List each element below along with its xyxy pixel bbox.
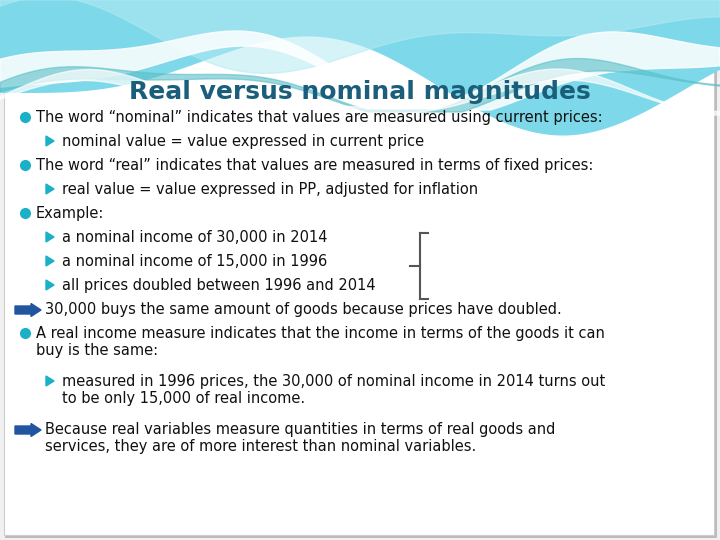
- Text: all prices doubled between 1996 and 2014: all prices doubled between 1996 and 2014: [62, 278, 376, 293]
- Text: The word “nominal” indicates that values are measured using current prices:: The word “nominal” indicates that values…: [36, 110, 603, 125]
- Polygon shape: [46, 232, 54, 242]
- FancyBboxPatch shape: [5, 6, 717, 538]
- Text: 30,000 buys the same amount of goods because prices have doubled.: 30,000 buys the same amount of goods bec…: [45, 302, 562, 317]
- Polygon shape: [46, 136, 54, 146]
- Text: The word “real” indicates that values are measured in terms of fixed prices:: The word “real” indicates that values ar…: [36, 158, 593, 173]
- Polygon shape: [46, 184, 54, 194]
- Text: a nominal income of 15,000 in 1996: a nominal income of 15,000 in 1996: [62, 254, 328, 269]
- Polygon shape: [46, 280, 54, 290]
- Text: real value = value expressed in PP, adjusted for inflation: real value = value expressed in PP, adju…: [62, 182, 478, 197]
- Text: Example:: Example:: [36, 206, 104, 221]
- Polygon shape: [46, 376, 54, 386]
- FancyArrow shape: [15, 303, 41, 316]
- Text: Because real variables measure quantities in terms of real goods and
services, t: Because real variables measure quantitie…: [45, 422, 555, 454]
- Text: Real versus nominal magnitudes: Real versus nominal magnitudes: [129, 80, 591, 104]
- FancyArrow shape: [15, 423, 41, 436]
- Text: a nominal income of 30,000 in 2014: a nominal income of 30,000 in 2014: [62, 230, 328, 245]
- Text: A real income measure indicates that the income in terms of the goods it can
buy: A real income measure indicates that the…: [36, 326, 605, 359]
- Polygon shape: [46, 256, 54, 266]
- FancyBboxPatch shape: [4, 5, 714, 535]
- Text: measured in 1996 prices, the 30,000 of nominal income in 2014 turns out
to be on: measured in 1996 prices, the 30,000 of n…: [62, 374, 606, 407]
- Text: nominal value = value expressed in current price: nominal value = value expressed in curre…: [62, 134, 424, 149]
